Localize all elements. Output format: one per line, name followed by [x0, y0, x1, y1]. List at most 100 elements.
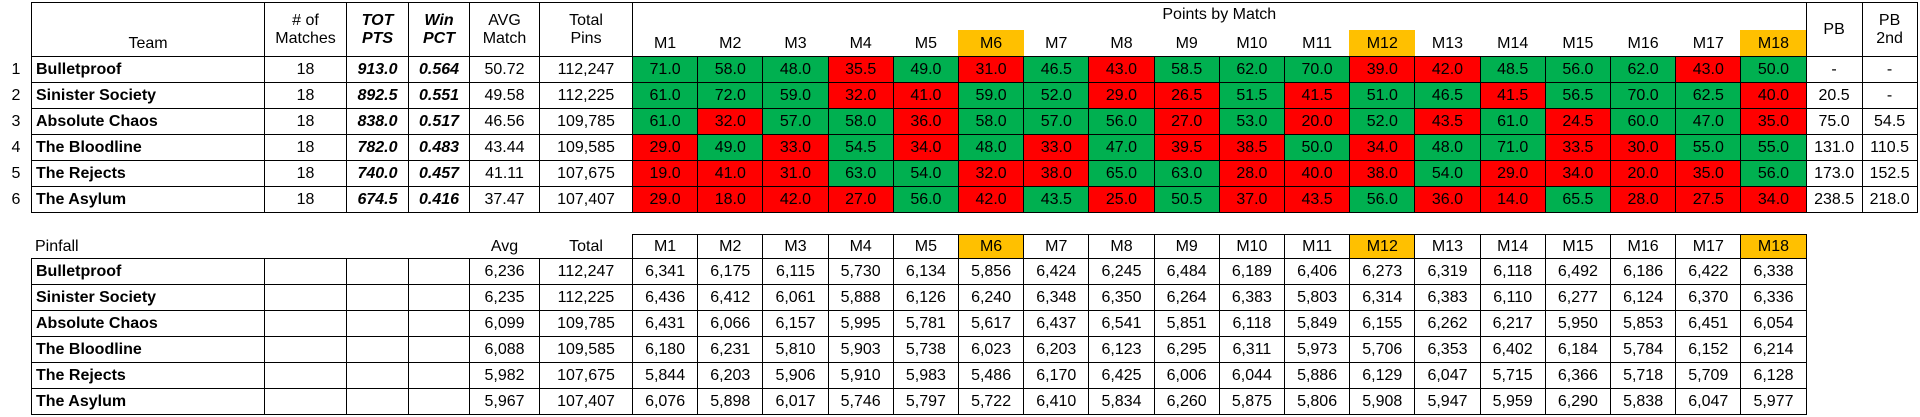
match-points: 62.5 — [1675, 82, 1742, 109]
match-points: 56.0 — [1349, 186, 1416, 213]
match-points: 50.0 — [1740, 56, 1807, 83]
match-pins: 6,425 — [1088, 362, 1155, 389]
match-points: 56.0 — [1544, 56, 1611, 83]
match-points: 42.0 — [762, 186, 829, 213]
match-pins: 6,484 — [1153, 258, 1220, 285]
match-pins: 6,110 — [1479, 284, 1546, 311]
match-points: 56.0 — [1088, 108, 1155, 135]
pinfall-match-label: M9 — [1153, 234, 1220, 259]
match-pins: 6,126 — [892, 284, 959, 311]
pinfall-avg: 6,236 — [469, 258, 540, 285]
text-line: PB — [1878, 11, 1901, 29]
match-pins: 6,170 — [1023, 362, 1090, 389]
match-label: M18 — [1740, 30, 1807, 57]
match-pins: 5,838 — [1610, 388, 1677, 415]
match-label: M6 — [958, 30, 1025, 57]
match-pins: 6,115 — [762, 258, 829, 285]
match-points: 29.0 — [632, 186, 699, 213]
match-pins: 5,875 — [1218, 388, 1285, 415]
match-points: 57.0 — [1023, 108, 1090, 135]
pb-2nd: 152.5 — [1861, 160, 1918, 187]
match-points: 43.5 — [1414, 108, 1481, 135]
pinfall-total: 109,585 — [539, 336, 633, 363]
match-label: M10 — [1236, 34, 1268, 52]
match-points: 48.0 — [1414, 134, 1481, 161]
match-pins: 6,277 — [1544, 284, 1611, 311]
header-pb: PB — [1805, 2, 1863, 57]
blank-cell — [346, 310, 409, 337]
team-name: The Rejects — [31, 160, 265, 187]
match-points: 65.5 — [1544, 186, 1611, 213]
tot-pts: 892.5 — [346, 82, 409, 109]
pb: 238.5 — [1805, 186, 1863, 213]
team-name: Absolute Chaos — [31, 108, 265, 135]
match-pins: 5,738 — [892, 336, 959, 363]
match-pins: 6,203 — [1023, 336, 1090, 363]
header-matches: # of Matches — [264, 2, 347, 57]
match-points: 39.0 — [1349, 56, 1416, 83]
match-points: 55.0 — [1675, 134, 1742, 161]
match-pins: 5,977 — [1740, 388, 1807, 415]
match-pins: 5,959 — [1479, 388, 1546, 415]
match-label: M16 — [1627, 34, 1659, 52]
match-pins: 6,054 — [1740, 310, 1807, 337]
match-label: M12 — [1349, 30, 1416, 57]
blank-cell — [408, 362, 470, 389]
matches: 18 — [264, 82, 347, 109]
rank: 4 — [11, 138, 21, 156]
pinfall-total: 112,225 — [539, 284, 633, 311]
blank-cell — [264, 310, 347, 337]
tot-pts: 782.0 — [346, 134, 409, 161]
avg-match: 49.58 — [469, 82, 540, 109]
avg-match: 43.44 — [469, 134, 540, 161]
match-points: 38.5 — [1218, 134, 1285, 161]
match-points: 42.0 — [958, 186, 1025, 213]
match-points: 32.0 — [697, 108, 764, 135]
match-points: 43.0 — [1675, 56, 1742, 83]
pinfall-match-label: M13 — [1414, 234, 1481, 259]
text-line: AVG — [488, 11, 521, 29]
match-points: 20.0 — [1284, 108, 1351, 135]
match-pins: 6,366 — [1544, 362, 1611, 389]
match-points: 71.0 — [632, 56, 699, 83]
match-pins: 5,706 — [1349, 336, 1416, 363]
avg-match: 41.11 — [469, 160, 540, 187]
pinfall-team: The Asylum — [31, 388, 265, 415]
match-pins: 6,410 — [1023, 388, 1090, 415]
match-pins: 6,217 — [1479, 310, 1546, 337]
match-label: M13 — [1431, 34, 1464, 52]
match-pins: 6,203 — [697, 362, 764, 389]
match-points: 29.0 — [1088, 82, 1155, 109]
text-line: Team — [128, 34, 168, 52]
pb-2nd: - — [1861, 82, 1918, 109]
match-points: 33.0 — [1023, 134, 1090, 161]
match-label: M8 — [1110, 34, 1133, 52]
text-line: Total — [569, 11, 603, 29]
match-pins: 6,319 — [1414, 258, 1481, 285]
match-points: 38.0 — [1023, 160, 1090, 187]
blank-cell — [408, 258, 470, 285]
match-pins: 6,348 — [1023, 284, 1090, 311]
match-points: 41.0 — [697, 160, 764, 187]
win-pct: 0.457 — [408, 160, 470, 187]
match-points: 41.5 — [1284, 82, 1351, 109]
match-pins: 6,350 — [1088, 284, 1155, 311]
pinfall-match-label: M7 — [1023, 234, 1090, 259]
match-pins: 6,260 — [1153, 388, 1220, 415]
header-team: Team — [31, 2, 265, 57]
match-pins: 5,908 — [1349, 388, 1416, 415]
match-points: 34.0 — [1349, 134, 1416, 161]
match-label: M17 — [1692, 34, 1724, 52]
win-pct: 0.517 — [408, 108, 470, 135]
pinfall-match-label: M3 — [762, 234, 829, 259]
match-pins: 6,118 — [1479, 258, 1546, 285]
pinfall-avg: 5,982 — [469, 362, 540, 389]
pb: 131.0 — [1805, 134, 1863, 161]
match-pins: 6,424 — [1023, 258, 1090, 285]
total-pins: 109,785 — [539, 108, 633, 135]
match-pins: 6,541 — [1088, 310, 1155, 337]
pinfall-total: 109,785 — [539, 310, 633, 337]
match-pins: 5,983 — [892, 362, 959, 389]
match-points: 43.0 — [1088, 56, 1155, 83]
match-pins: 6,336 — [1740, 284, 1807, 311]
